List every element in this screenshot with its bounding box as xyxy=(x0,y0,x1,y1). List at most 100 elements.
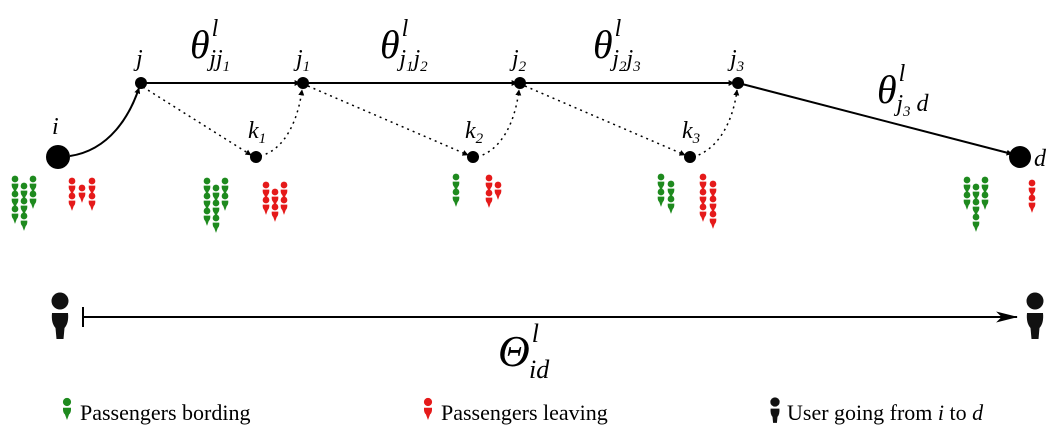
leaving-passenger-icon xyxy=(485,189,493,208)
boarding-passenger-icon xyxy=(11,190,19,209)
user-start-icon xyxy=(51,292,69,339)
leaving-passenger-icon xyxy=(78,184,86,203)
label-d: d xyxy=(1034,146,1047,172)
boarding-passenger-icon xyxy=(981,176,989,195)
detour-k2-j2 xyxy=(476,89,522,158)
boarding-passenger-icon xyxy=(62,397,72,421)
leaving-passenger-icon xyxy=(1028,179,1036,198)
label-k1: k1 xyxy=(248,118,266,147)
boarding-passenger-icon xyxy=(667,180,675,199)
boarding-passenger-icon xyxy=(11,175,19,194)
boarding-passenger-icon xyxy=(981,191,989,210)
legend-boarding-label: Passengers bording xyxy=(80,400,250,425)
label-k2: k2 xyxy=(465,118,484,147)
passengers-boarding-d xyxy=(963,176,989,232)
leaving-passenger-icon xyxy=(271,188,279,207)
passengers-boarding-i xyxy=(11,175,37,231)
user-end-icon xyxy=(1026,292,1044,339)
boarding-passenger-icon xyxy=(963,191,971,210)
node-j xyxy=(135,77,147,89)
detour-j1-k2 xyxy=(307,85,469,156)
node-k3 xyxy=(684,151,696,163)
passengers-boarding-k3 xyxy=(657,173,675,214)
boarding-passenger-icon xyxy=(667,195,675,214)
leaving-passenger-icon xyxy=(423,397,433,421)
boarding-passenger-icon xyxy=(221,192,229,211)
leaving-passenger-icon xyxy=(494,181,502,200)
detour-j-k1 xyxy=(142,86,252,156)
node-k1 xyxy=(250,151,262,163)
passengers-leaving-d xyxy=(1028,179,1036,213)
boarding-passenger-icon xyxy=(203,177,211,196)
legend-leaving-icon xyxy=(423,397,433,421)
detour-k3-j3 xyxy=(692,89,740,158)
label-j: j xyxy=(133,46,143,72)
label-Theta-id: Θl id xyxy=(498,319,550,384)
boarding-passenger-icon xyxy=(972,213,980,232)
boarding-passenger-icon xyxy=(221,177,229,196)
node-labels: i j j1 j2 j3 k1 k2 k3 d xyxy=(52,46,1047,172)
legend-boarding-icon xyxy=(62,397,72,421)
leaving-passenger-icon xyxy=(709,210,717,229)
boarding-passenger-icon xyxy=(29,190,37,209)
leaving-passenger-icon xyxy=(280,181,288,200)
leaving-passenger-icon xyxy=(262,181,270,200)
leaving-passenger-icon xyxy=(699,203,707,222)
boarding-passenger-icon xyxy=(452,173,460,192)
node-j1 xyxy=(297,77,309,89)
node-d xyxy=(1009,146,1031,168)
user-journey: Θl id xyxy=(51,292,1044,384)
label-theta-j2-j3: θl j2j3 xyxy=(593,16,641,75)
boarding-passenger-icon xyxy=(657,188,665,207)
route-nodes xyxy=(46,77,1031,169)
passengers-leaving-k3 xyxy=(699,173,717,229)
node-j3 xyxy=(732,77,744,89)
passengers-leaving-i xyxy=(68,177,96,211)
passengers-leaving-k1 xyxy=(262,181,288,222)
leaving-passenger-icon xyxy=(68,177,76,196)
label-theta-j-j1: θl jj1 xyxy=(190,16,230,75)
boarding-passenger-icon xyxy=(452,188,460,207)
boarding-passenger-icon xyxy=(212,199,220,218)
leaving-passenger-icon xyxy=(699,173,707,192)
label-i: i xyxy=(52,114,59,140)
boarding-passenger-icon xyxy=(212,214,220,233)
label-j1: j1 xyxy=(293,46,310,75)
boarding-passenger-icon xyxy=(657,173,665,192)
boarding-passenger-icon xyxy=(20,197,28,216)
person-icon xyxy=(1026,292,1044,339)
detour-j2-k3 xyxy=(524,85,686,156)
label-j2: j2 xyxy=(509,46,527,75)
person-icon xyxy=(770,397,780,423)
legend-user-icon xyxy=(770,397,780,423)
label-theta-j3-d: θl j3 d xyxy=(877,61,930,120)
route-edges xyxy=(69,80,1013,157)
leaving-passenger-icon xyxy=(709,195,717,214)
leaving-passenger-icon xyxy=(699,188,707,207)
person-icon xyxy=(51,292,69,339)
node-j2 xyxy=(514,77,526,89)
boarding-passenger-icon xyxy=(963,176,971,195)
leaving-passenger-icon xyxy=(1028,194,1036,213)
edge-i-j xyxy=(69,87,141,157)
detour-k1-j1 xyxy=(259,89,305,157)
passengers-leaving-k2 xyxy=(485,174,502,208)
boarding-passenger-icon xyxy=(20,182,28,201)
legend-leaving-label: Passengers leaving xyxy=(441,400,608,425)
label-k3: k3 xyxy=(682,118,700,147)
label-j3: j3 xyxy=(727,46,744,75)
boarding-passenger-icon xyxy=(212,184,220,203)
boarding-passenger-icon xyxy=(20,212,28,231)
edge-labels: θl jj1 θl j1j2 θl j2j3 θl j3 d xyxy=(190,16,930,120)
leaving-passenger-icon xyxy=(271,203,279,222)
boarding-passenger-icon xyxy=(972,198,980,217)
leaving-passenger-icon xyxy=(68,192,76,211)
boarding-passenger-icon xyxy=(203,207,211,226)
leaving-passenger-icon xyxy=(485,174,493,193)
node-i xyxy=(46,145,70,169)
legend-user-label: User going from i to d xyxy=(787,400,984,425)
leaving-passenger-icon xyxy=(88,192,96,211)
passenger-groups xyxy=(11,173,1036,233)
edge-j3-d xyxy=(741,83,1013,156)
